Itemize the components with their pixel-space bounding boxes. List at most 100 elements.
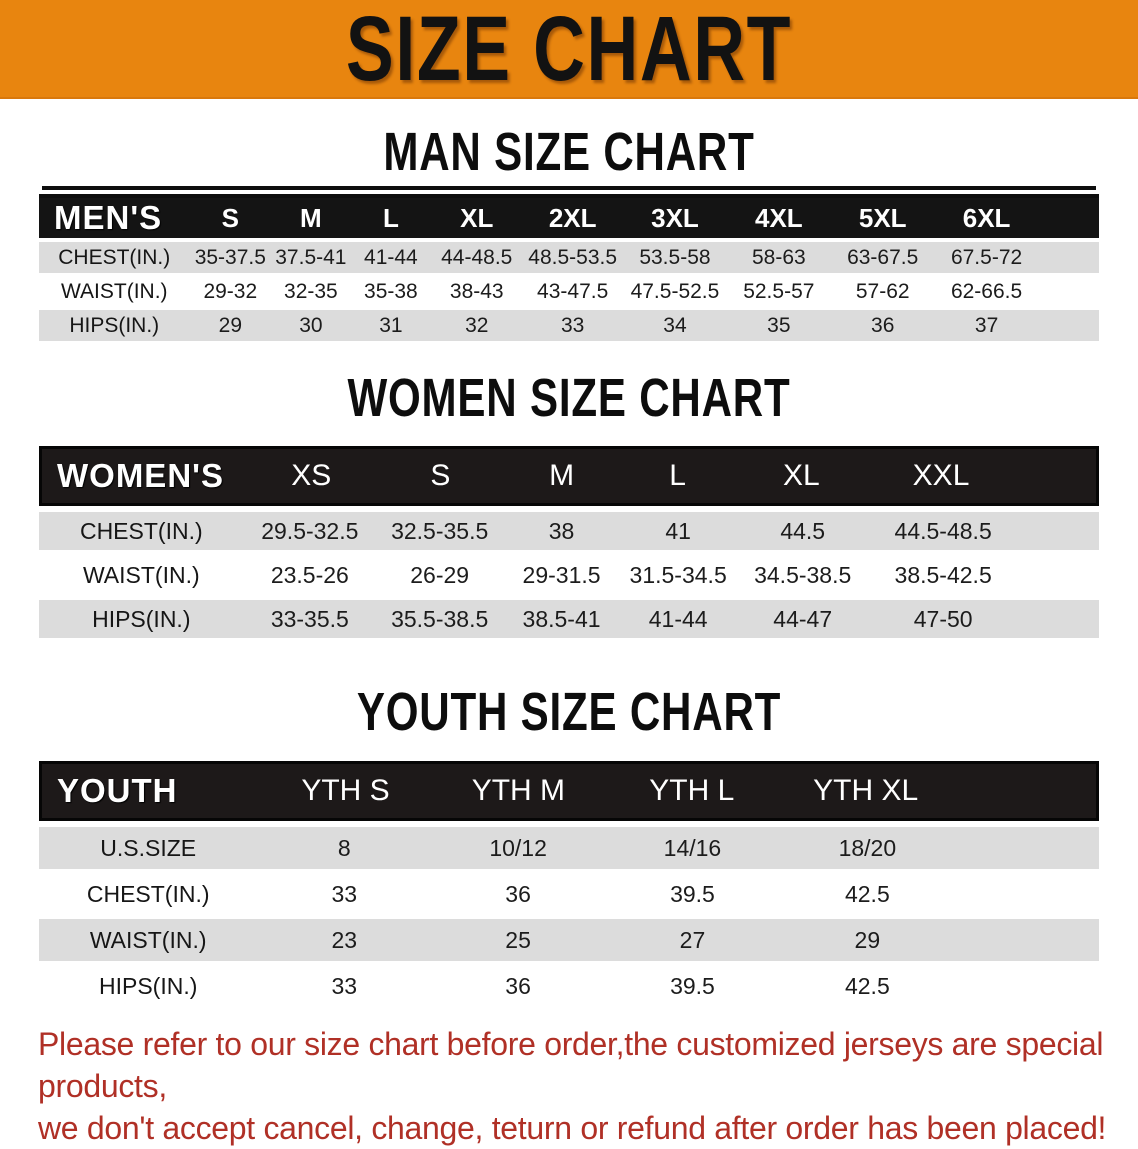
- size-header-cell: YTH M: [471, 774, 566, 807]
- size-header-cell: XXL: [912, 459, 970, 492]
- value-cell: 39.5: [670, 880, 715, 907]
- value-cell: 35-38: [364, 279, 418, 303]
- table-title-cell: MEN'S: [54, 199, 163, 236]
- table-row: WAIST(IN.) 29-32 32-35 35-38 38-43 43-47.5 47.…: [39, 276, 1099, 307]
- size-header-cell: XL: [460, 202, 494, 233]
- value-cell: 62-66.5: [950, 279, 1023, 303]
- value-cell: 44-48.5: [441, 245, 513, 269]
- size-header-cell: 4XL: [754, 202, 803, 233]
- women-section-heading: WOMEN SIZE CHART: [0, 371, 1138, 425]
- value-cell: 36: [505, 880, 531, 907]
- row-label: HIPS(IN.): [98, 972, 198, 999]
- size-chart-banner: SIZE CHART: [0, 0, 1138, 99]
- value-cell: 35.5-38.5: [391, 605, 489, 632]
- value-cell: 42.5: [844, 972, 890, 999]
- men-section-heading: MAN SIZE CHART: [0, 125, 1138, 179]
- table-row: WAIST(IN.) 23 25 27 29: [39, 919, 1099, 961]
- value-cell: 34.5-38.5: [754, 561, 852, 588]
- value-cell: 37.5-41: [275, 245, 347, 269]
- table-header-row: WOMEN'S XS S M L XL XXL: [39, 446, 1099, 506]
- value-cell: 8: [337, 834, 351, 861]
- value-cell: 23: [331, 926, 358, 953]
- value-cell: 47-50: [913, 605, 973, 632]
- value-cell: 14/16: [663, 834, 722, 861]
- value-cell: 30: [299, 313, 323, 337]
- women-heading-text: WOMEN SIZE CHART: [347, 368, 791, 428]
- size-header-cell: 2XL: [548, 202, 597, 233]
- size-header-cell: L: [669, 459, 686, 492]
- men-heading-text: MAN SIZE CHART: [383, 122, 755, 182]
- disclaimer-line-1: Please refer to our size chart before or…: [38, 1026, 1104, 1104]
- value-cell: 63-67.5: [847, 245, 919, 269]
- value-cell: 36: [871, 313, 895, 337]
- table-row: CHEST(IN.) 35-37.5 37.5-41 41-44 44-48.5 48.5…: [39, 242, 1099, 273]
- value-cell: 27: [679, 926, 706, 953]
- value-cell: 29-32: [203, 279, 258, 303]
- women-size-table: WOMEN'S XS S M L XL XXL CHEST(IN.) 29.5-32.5 32.5…: [39, 446, 1099, 638]
- row-label: CHEST(IN.): [79, 517, 203, 544]
- value-cell: 25: [505, 926, 531, 953]
- size-header-cell: S: [221, 202, 239, 233]
- size-header-cell: L: [382, 202, 399, 233]
- value-cell: 33: [331, 880, 358, 907]
- row-label: CHEST(IN.): [86, 880, 210, 907]
- value-cell: 26-29: [410, 561, 470, 588]
- value-cell: 32.5-35.5: [391, 517, 489, 544]
- value-cell: 35-37.5: [194, 245, 266, 269]
- value-cell: 44.5: [780, 517, 826, 544]
- value-cell: 41-44: [364, 245, 418, 269]
- value-cell: 43-47.5: [537, 279, 609, 303]
- table-title-cell: WOMEN'S: [57, 457, 225, 494]
- table-row: WAIST(IN.) 23.5-26 26-29 29-31.5 31.5-34.5 34…: [39, 556, 1099, 594]
- value-cell: 33: [560, 313, 585, 337]
- section-youth: YOUTH SIZE CHART YOUTH YTH S YTH M YTH L YTH…: [0, 685, 1138, 1007]
- value-cell: 38.5-42.5: [894, 561, 992, 588]
- value-cell: 57-62: [855, 279, 910, 303]
- row-label: WAIST(IN.): [82, 561, 200, 588]
- banner-title: SIZE CHART: [345, 0, 793, 100]
- size-header-cell: M: [300, 202, 322, 233]
- row-label: WAIST(IN.): [89, 926, 207, 953]
- row-label: HIPS(IN.): [92, 605, 191, 632]
- section-men: MAN SIZE CHART MEN'S S M L XL 2XL 3XL 4XL 5XL 6XL…: [0, 125, 1138, 341]
- value-cell: 32-35: [284, 279, 338, 303]
- men-size-table: MEN'S S M L XL 2XL 3XL 4XL 5XL 6XL CHEST(IN.) 35-37…: [39, 194, 1099, 341]
- row-label: U.S.SIZE: [100, 834, 197, 861]
- size-header-cell: 5XL: [858, 202, 907, 233]
- table-row: HIPS(IN.) 29 30 31 32 33 34 35 36 37: [39, 310, 1099, 341]
- value-cell: 44.5-48.5: [894, 517, 992, 544]
- value-cell: 33: [331, 972, 358, 999]
- value-cell: 36: [505, 972, 531, 999]
- value-cell: 29: [218, 313, 242, 337]
- size-header-cell: YTH L: [649, 774, 735, 807]
- table-header-row: MEN'S S M L XL 2XL 3XL 4XL 5XL 6XL: [39, 194, 1099, 238]
- value-cell: 10/12: [489, 834, 547, 861]
- section-women: WOMEN SIZE CHART WOMEN'S XS S M L XL XXL CHEST(…: [0, 371, 1138, 638]
- value-cell: 33-35.5: [270, 605, 349, 632]
- value-cell: 58-63: [751, 245, 806, 269]
- row-label: WAIST(IN.): [60, 279, 168, 303]
- value-cell: 44-47: [773, 605, 833, 632]
- value-cell: 47.5-52.5: [630, 279, 720, 303]
- youth-size-table: YOUTH YTH S YTH M YTH L YTH XL U.S.SIZE 8 10/12…: [39, 761, 1099, 1007]
- table-row: HIPS(IN.) 33 36 39.5 42.5: [39, 965, 1099, 1007]
- disclaimer-line-2: we don't accept cancel, change, teturn o…: [38, 1110, 1107, 1146]
- table-header-row: YOUTH YTH S YTH M YTH L YTH XL: [39, 761, 1099, 821]
- value-cell: 38-43: [449, 279, 504, 303]
- size-header-cell: XL: [783, 459, 820, 492]
- value-cell: 29.5-32.5: [261, 517, 359, 544]
- value-cell: 29: [854, 926, 881, 953]
- value-cell: 39.5: [670, 972, 715, 999]
- value-cell: 35: [767, 313, 791, 337]
- value-cell: 37: [974, 313, 999, 337]
- value-cell: 31.5-34.5: [629, 561, 727, 588]
- size-header-cell: S: [430, 459, 451, 492]
- size-header-cell: 6XL: [962, 202, 1011, 233]
- size-header-cell: M: [549, 459, 575, 492]
- order-disclaimer: Please refer to our size chart before or…: [38, 1023, 1108, 1149]
- youth-section-heading: YOUTH SIZE CHART: [0, 685, 1138, 739]
- size-header-cell: YTH XL: [813, 774, 919, 807]
- size-header-cell: 3XL: [651, 202, 699, 233]
- row-label: CHEST(IN.): [58, 245, 171, 269]
- table-row: CHEST(IN.) 33 36 39.5 42.5: [39, 873, 1099, 915]
